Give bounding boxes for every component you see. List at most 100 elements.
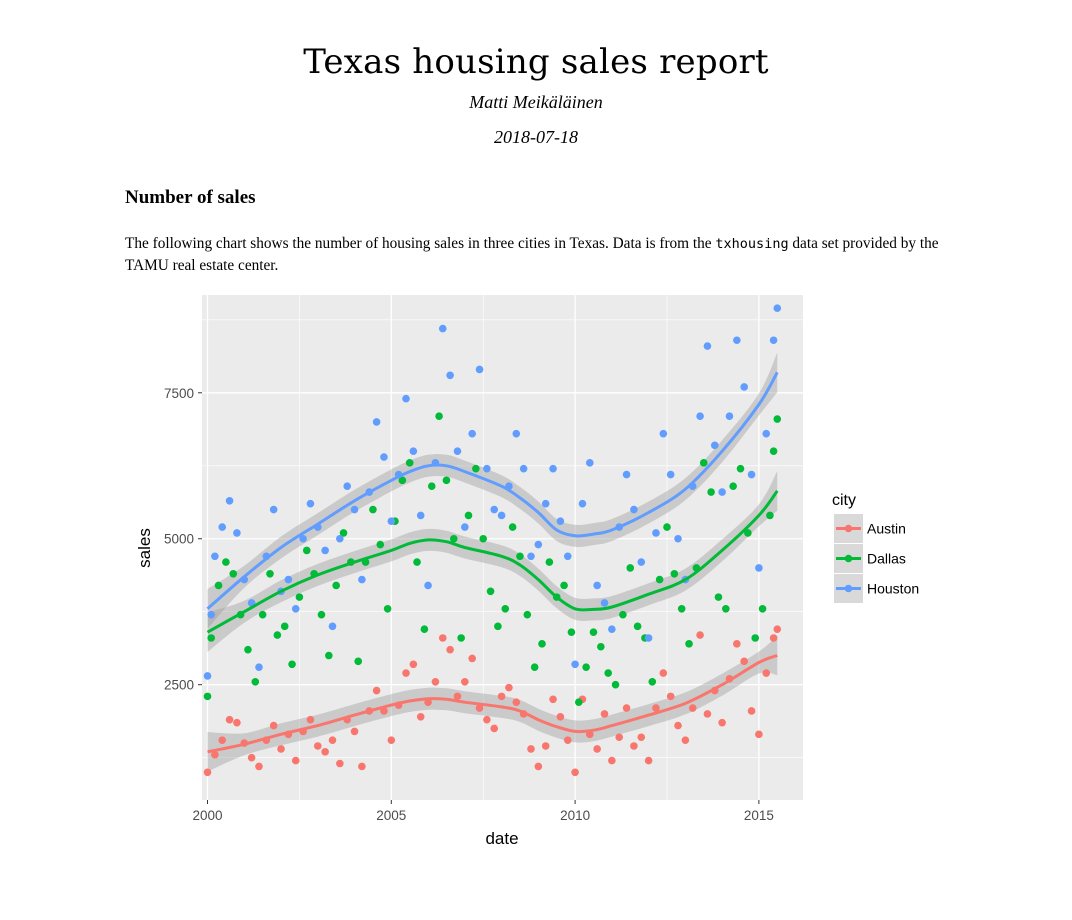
data-point-dallas xyxy=(203,692,212,701)
data-point-houston xyxy=(659,429,668,438)
data-point-houston xyxy=(233,529,241,537)
data-point-austin xyxy=(630,742,638,750)
data-point-houston xyxy=(380,453,388,461)
data-point-houston xyxy=(336,534,344,543)
data-point-austin xyxy=(563,736,572,744)
data-point-dallas xyxy=(442,476,451,485)
data-point-dallas xyxy=(501,605,510,613)
legend-point-austin xyxy=(844,524,853,533)
x-axis-title: date xyxy=(485,829,518,848)
data-point-houston xyxy=(306,499,315,508)
data-point-dallas xyxy=(714,593,723,601)
data-point-austin xyxy=(769,634,778,642)
data-point-dallas xyxy=(677,605,686,613)
data-point-houston xyxy=(328,622,337,631)
report-author: Matti Meikäläinen xyxy=(469,92,603,112)
data-point-dallas xyxy=(597,642,605,651)
data-point-dallas xyxy=(435,412,443,420)
data-point-austin xyxy=(571,768,579,777)
data-point-houston xyxy=(644,634,653,642)
data-point-austin xyxy=(497,692,506,701)
data-point-austin xyxy=(637,733,646,742)
data-point-austin xyxy=(313,742,322,750)
data-point-austin xyxy=(453,692,462,701)
data-point-houston xyxy=(773,304,782,312)
data-point-houston xyxy=(586,459,594,467)
data-point-austin xyxy=(718,718,726,727)
data-point-austin xyxy=(211,750,219,759)
data-point-dallas xyxy=(251,677,260,686)
legend-point-dallas xyxy=(844,554,853,563)
confidence-band-houston xyxy=(207,352,778,629)
data-point-dallas xyxy=(589,628,598,636)
data-point-dallas xyxy=(685,640,693,648)
data-point-dallas xyxy=(626,564,635,572)
section-heading: Number of sales xyxy=(125,187,256,208)
data-point-dallas xyxy=(766,511,774,520)
data-point-dallas xyxy=(214,581,223,590)
data-point-dallas xyxy=(729,482,737,490)
data-point-houston xyxy=(225,496,234,505)
data-point-dallas xyxy=(317,610,326,619)
legend: city Austin Dallas Houston xyxy=(832,492,919,603)
data-point-houston xyxy=(424,581,432,590)
data-point-dallas xyxy=(398,476,407,485)
data-point-dallas xyxy=(222,558,230,566)
data-point-houston xyxy=(291,605,300,613)
data-point-dallas xyxy=(648,677,657,686)
data-point-houston xyxy=(453,447,462,455)
data-point-houston xyxy=(534,540,543,549)
data-point-houston xyxy=(571,660,579,669)
major-gridlines xyxy=(202,295,803,800)
data-point-dallas xyxy=(773,415,782,423)
data-point-austin xyxy=(291,756,300,765)
data-point-houston xyxy=(622,470,631,479)
data-point-austin xyxy=(416,713,425,721)
legend-label-austin: Austin xyxy=(867,521,906,537)
data-point-dallas xyxy=(523,610,532,619)
data-point-houston xyxy=(402,394,410,403)
data-point-houston xyxy=(269,505,278,514)
data-point-dallas xyxy=(457,634,465,642)
data-point-dallas xyxy=(619,610,627,619)
data-point-dallas xyxy=(722,605,730,613)
data-point-dallas xyxy=(516,552,524,561)
confidence-band-dallas xyxy=(207,471,778,652)
data-point-houston xyxy=(718,488,726,496)
data-point-houston xyxy=(475,365,484,374)
data-point-austin xyxy=(255,762,263,771)
data-point-houston xyxy=(666,470,675,479)
data-point-dallas xyxy=(567,628,576,636)
data-point-houston xyxy=(207,610,215,619)
data-point-houston xyxy=(600,599,609,607)
data-point-austin xyxy=(438,634,447,642)
data-point-houston xyxy=(255,663,263,671)
data-point-dallas xyxy=(288,660,296,669)
data-point-dallas xyxy=(369,505,377,514)
data-point-houston xyxy=(284,575,293,584)
data-point-houston xyxy=(512,429,521,438)
data-point-dallas xyxy=(339,529,348,537)
data-point-austin xyxy=(483,715,491,724)
data-point-dallas xyxy=(464,511,473,520)
data-point-dallas xyxy=(449,534,458,543)
data-point-dallas xyxy=(427,482,436,490)
x-tick-label: 2010 xyxy=(560,808,590,823)
data-point-dallas xyxy=(670,569,679,578)
confidence-ribbons xyxy=(207,352,778,772)
data-point-dallas xyxy=(258,610,267,619)
data-point-austin xyxy=(600,710,609,718)
minor-gridlines xyxy=(202,295,803,800)
data-point-austin xyxy=(468,654,476,663)
data-point-houston xyxy=(350,505,359,514)
data-point-houston xyxy=(630,505,638,514)
data-point-houston xyxy=(468,429,476,438)
data-point-houston xyxy=(541,499,550,508)
data-point-austin xyxy=(556,713,565,721)
data-point-houston xyxy=(563,552,572,561)
data-point-houston xyxy=(490,505,499,514)
data-point-austin xyxy=(644,756,653,765)
y-tick-label: 2500 xyxy=(164,678,194,693)
data-point-houston xyxy=(762,429,771,438)
